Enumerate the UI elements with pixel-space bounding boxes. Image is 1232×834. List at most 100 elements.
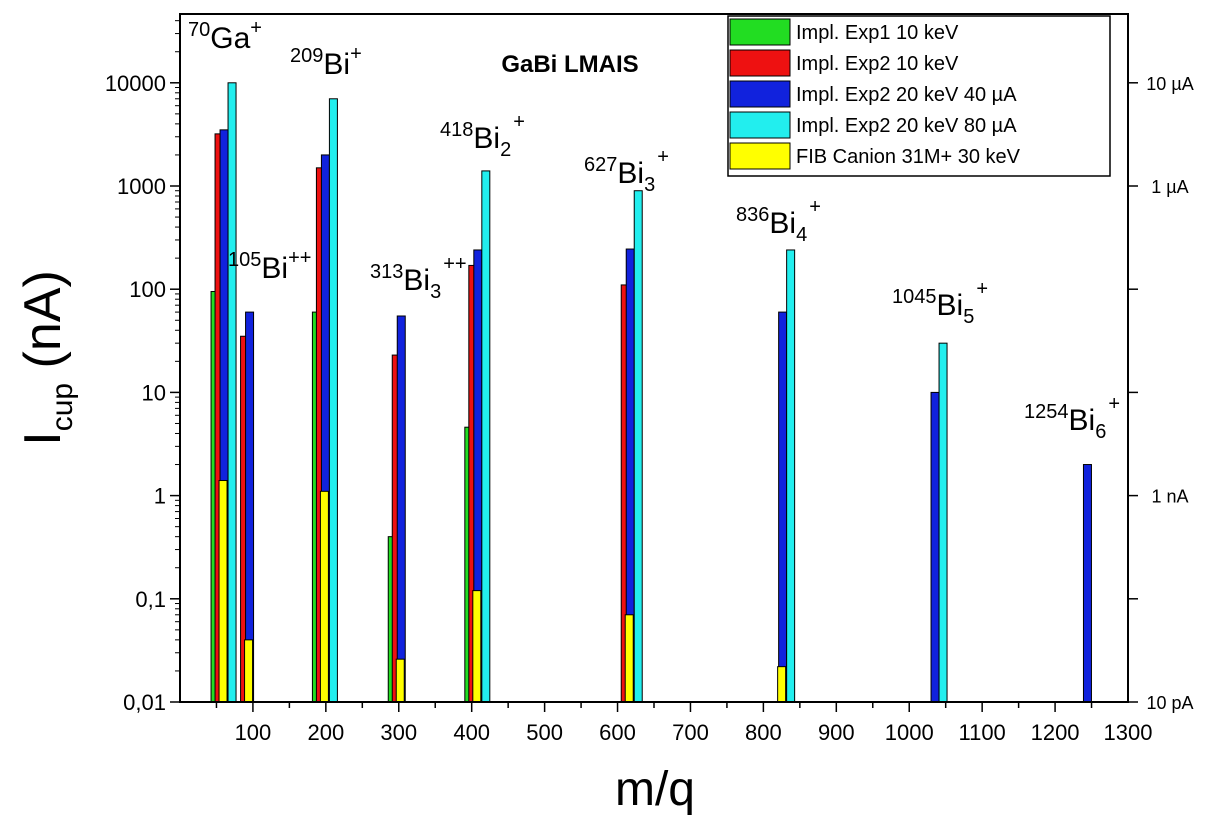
right-tick-label: 1 nA [1151,487,1188,507]
x-tick-label: 1000 [885,720,934,745]
ion-label-627: 627Bi3+ [584,146,669,196]
ion-element: Bi [769,207,796,240]
chart-title: GaBi LMAIS [501,51,638,78]
bar-4-836 [777,666,787,703]
bar-4-313 [395,658,405,703]
legend-swatch [729,111,791,139]
ion-mass: 1254 [1024,401,1069,423]
bar-3-70 [227,82,237,703]
x-tick-label: 1200 [1031,720,1080,745]
ion-cluster-size: 4 [796,224,807,246]
x-tick-label: 700 [672,720,709,745]
ion-mass: 627 [584,154,617,176]
y-tick-label: 10000 [105,71,166,96]
x-tick-label: 300 [380,720,417,745]
bar-4-627 [624,614,634,703]
x-tick-label: 800 [745,720,782,745]
ion-mass: 70 [188,19,210,41]
ion-cluster-size: 6 [1095,421,1106,443]
ion-mass: 105 [228,249,261,271]
ion-label-418: 418Bi2+ [440,111,525,161]
y-axis-label-sub: cup [46,383,79,431]
ion-label-70: 70Ga+ [188,17,262,55]
ion-charge: + [250,17,262,39]
ion-charge: ++ [443,253,466,275]
y-tick-label: 10 [142,380,166,405]
legend-label: Impl. Exp2 10 keV [796,53,959,75]
ion-element: Bi [403,264,430,297]
y-tick-label: 1 [154,484,166,509]
ion-label-209: 209Bi+ [290,43,362,81]
bar-2-836 [778,311,788,703]
legend-swatch [729,18,791,46]
x-tick-label: 1300 [1104,720,1153,745]
x-tick-label: 500 [526,720,563,745]
bar-3-836 [786,249,796,703]
ion-label-1254: 1254Bi6+ [1024,393,1120,443]
ion-annotations: 70Ga+209Bi+105Bi++313Bi3++418Bi2+627Bi3+… [188,17,1120,443]
bar-3-1045 [938,342,948,703]
ion-mass: 418 [440,119,473,141]
bar-4-418 [472,590,482,703]
ion-charge: + [513,111,525,133]
ion-mass: 1045 [892,286,937,308]
x-tick-label: 400 [453,720,490,745]
ion-element: Bi [617,157,644,190]
right-tick-label: 10 pA [1146,693,1193,713]
legend-label: Impl. Exp2 20 keV 40 µA [796,84,1017,106]
y-axis-label-main: I [14,431,72,445]
y-axis-label-unit: (nA) [14,270,72,383]
bar-3-627 [633,190,643,703]
ion-charge: + [976,278,988,300]
ion-charge: + [350,43,362,65]
bar-2-1254 [1082,464,1092,703]
ion-label-105: 105Bi++ [228,247,311,285]
ion-element: Bi [937,289,964,322]
ion-mass: 209 [290,45,323,67]
legend-label: Impl. Exp1 10 keV [796,22,959,44]
bar-2-313 [396,315,406,703]
ion-label-313: 313Bi3++ [370,253,467,303]
ion-label-836: 836Bi4+ [736,196,821,246]
ion-charge: + [1108,393,1120,415]
x-tick-label: 600 [599,720,636,745]
ion-cluster-size: 2 [500,139,511,161]
y-tick-label: 0,01 [123,690,166,715]
x-tick-label: 1100 [958,720,1005,745]
ion-charge: ++ [288,247,311,269]
x-axis-label: m/q [615,763,695,816]
ion-cluster-size: 5 [963,306,974,328]
ion-mass: 836 [736,204,769,226]
bar-4-70 [218,480,228,703]
legend-swatch [729,49,791,77]
x-tick-label: 100 [235,720,272,745]
ion-charge: + [809,196,821,218]
y-tick-label: 0,1 [135,587,166,612]
ion-element: Bi [261,252,288,285]
ion-cluster-size: 3 [430,281,441,303]
y-axis-right: 10 µA 1 µA 1 nA 10 pA [1128,74,1194,713]
legend-label: FIB Canion 31M+ 30 keV [796,146,1021,168]
y-tick-label: 1000 [117,174,166,199]
ion-mass: 313 [370,261,403,283]
legend-swatch [729,142,791,170]
bar-4-105 [244,639,254,703]
legend-label: Impl. Exp2 20 keV 80 µA [796,115,1017,137]
bar-3-209 [328,98,338,703]
legend-swatch [729,80,791,108]
right-tick-label: 1 µA [1151,177,1188,197]
y-axis-label: Icup (nA) [14,270,79,446]
bars-layer [210,82,1092,703]
ion-label-1045: 1045Bi5+ [892,278,988,328]
y-axis-left: 0,01 0,1 1 10 100 1000 10000 [105,20,180,715]
bar-4-209 [319,490,329,703]
ion-element: Bi [473,122,500,155]
x-tick-label: 900 [818,720,855,745]
legend-box [727,15,1111,177]
bar-2-1045 [930,391,940,703]
x-tick-label: 200 [307,720,344,745]
ion-element: Ga [210,22,250,55]
x-axis: 100 200 300 400 500 600 700 800 900 1000 1100 1200 1… [215,702,1153,745]
right-tick-label: 10 µA [1146,74,1193,94]
